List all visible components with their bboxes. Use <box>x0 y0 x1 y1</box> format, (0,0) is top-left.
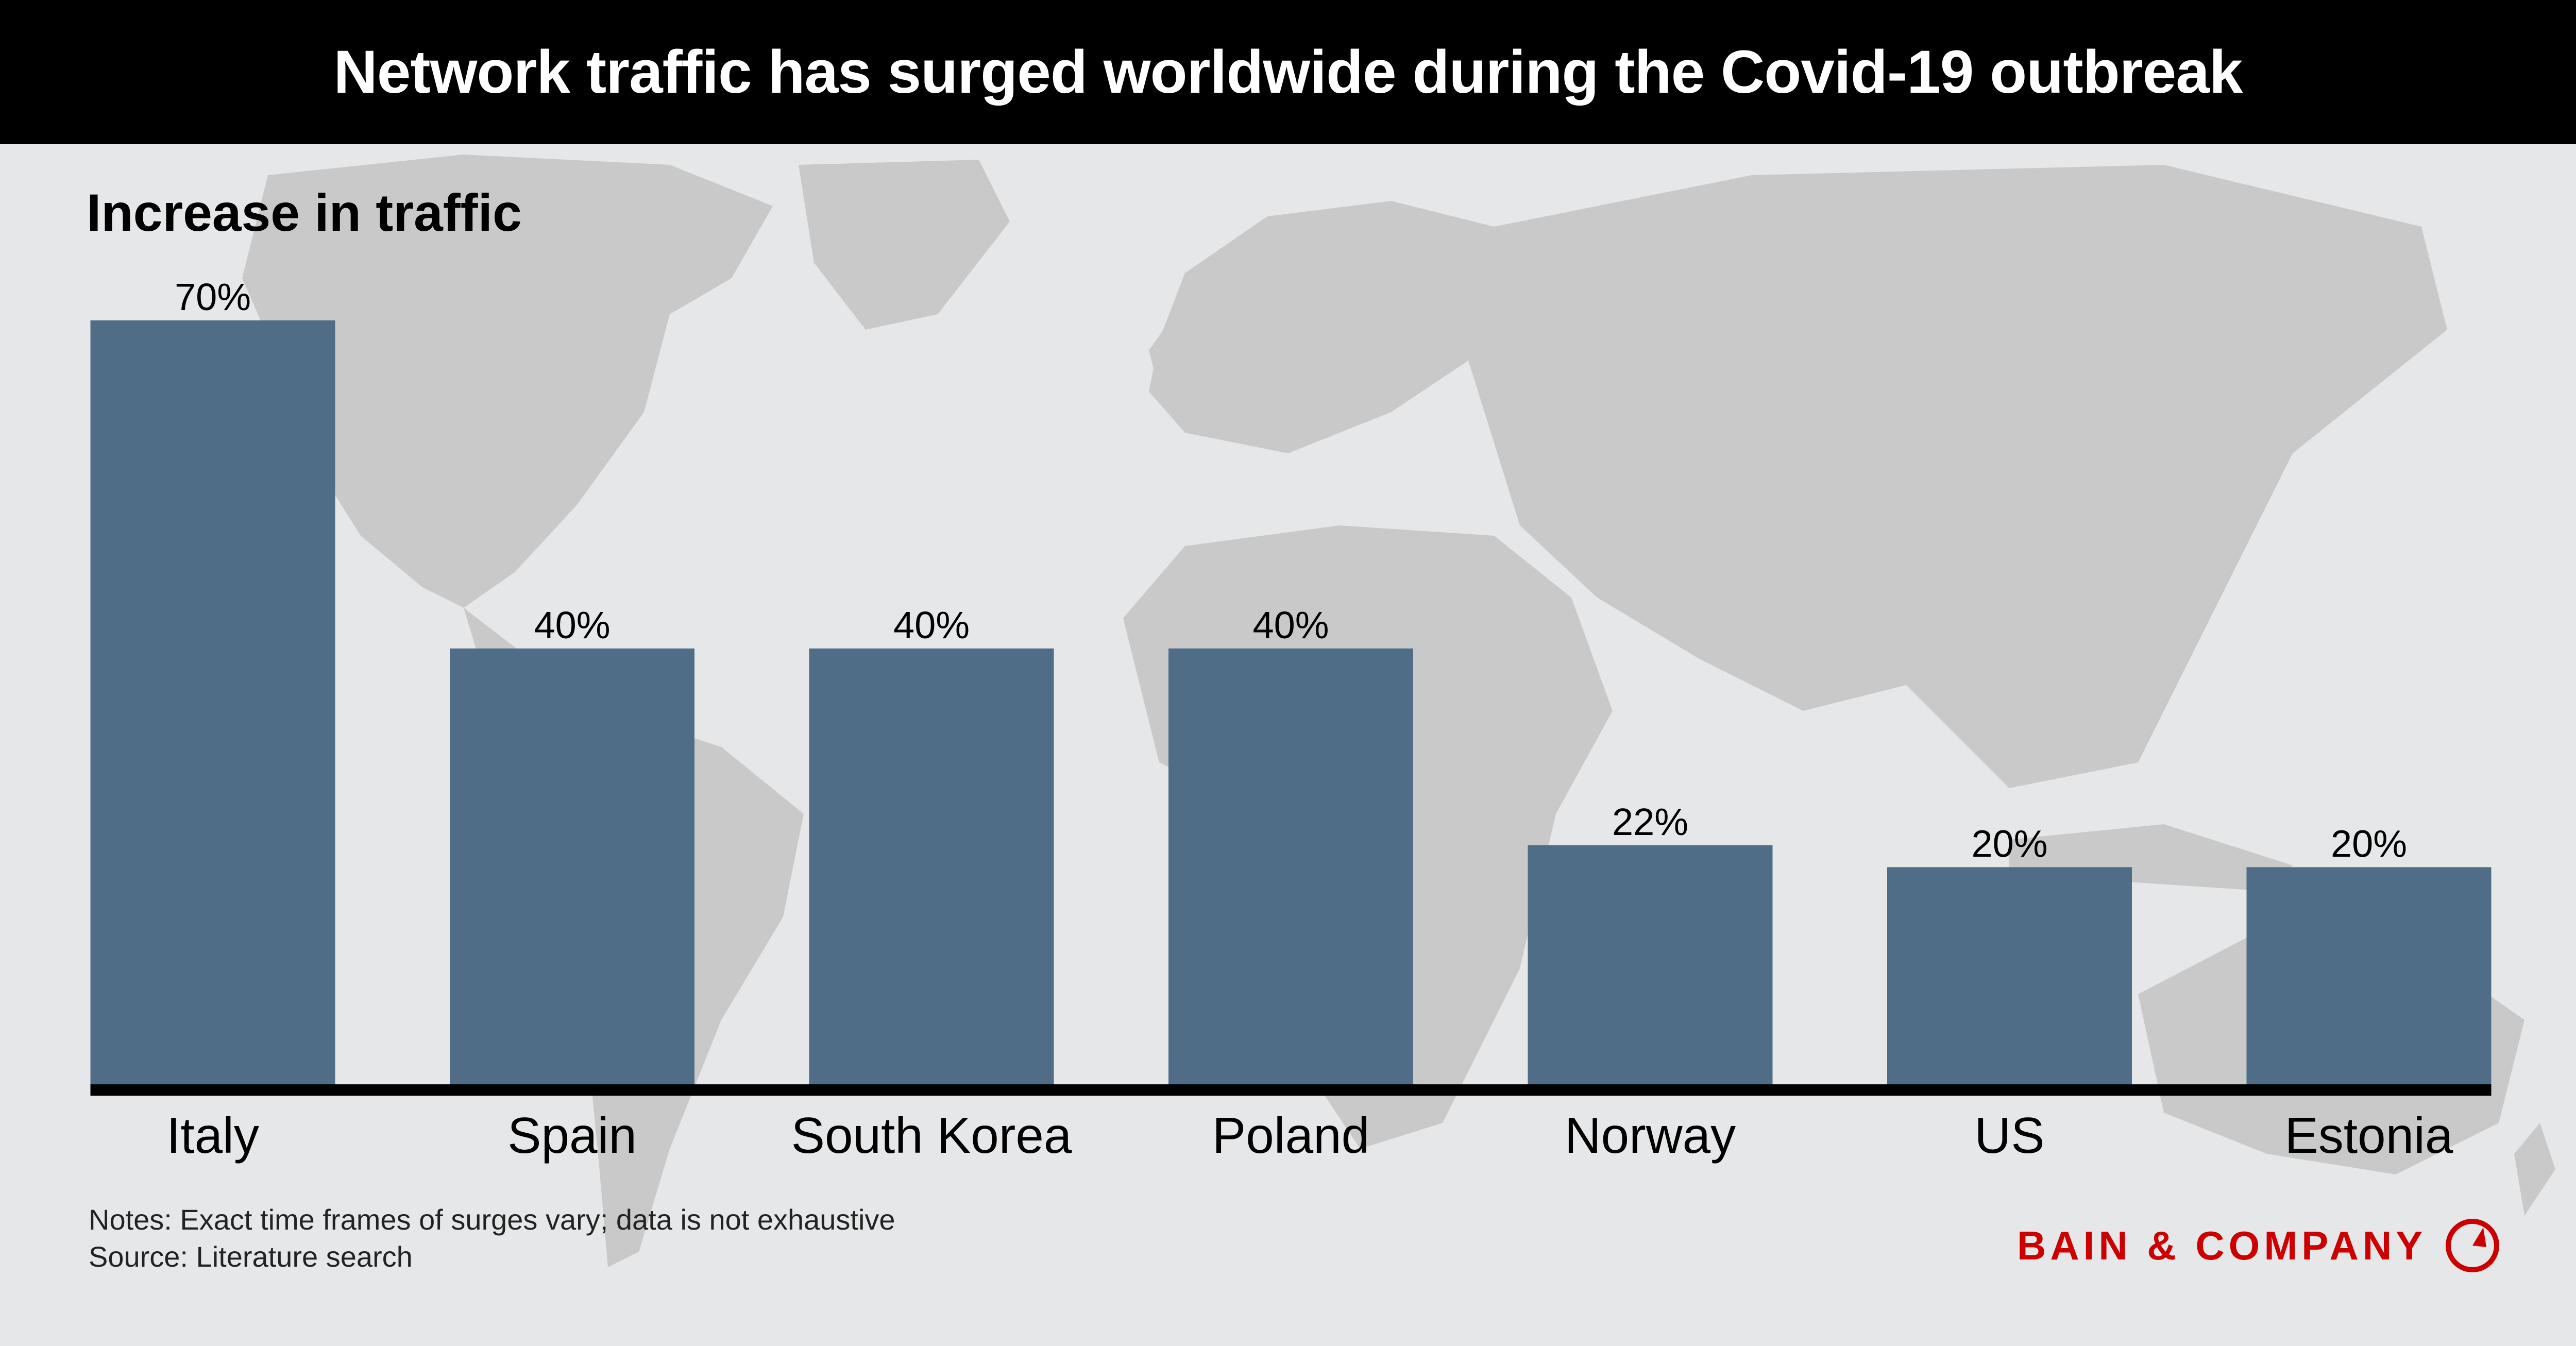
category-label: Spain <box>507 1107 637 1164</box>
category-label: Poland <box>1212 1107 1369 1164</box>
chart-title: Network traffic has surged worldwide dur… <box>333 38 2243 106</box>
value-label: 70% <box>175 276 251 318</box>
bar-south-korea <box>809 648 1054 1086</box>
world-map-background <box>242 155 2555 1267</box>
bar-poland <box>1168 648 1413 1086</box>
source-text: Source: Literature search <box>89 1240 413 1273</box>
category-label: Norway <box>1565 1107 1736 1164</box>
bar-norway <box>1528 845 1773 1086</box>
bar-us <box>1887 867 2132 1086</box>
chart-subtitle: Increase in traffic <box>87 183 522 242</box>
bar-italy <box>90 320 335 1086</box>
compass-logo-icon <box>2446 1219 2500 1272</box>
value-label: 40% <box>534 604 610 646</box>
value-label: 40% <box>1252 604 1329 646</box>
category-label: South Korea <box>791 1107 1072 1164</box>
logo-text: BAIN & COMPANY <box>2017 1222 2427 1268</box>
footnotes: Notes: Exact time frames of surges vary;… <box>89 1201 895 1275</box>
bar-estonia <box>2246 867 2492 1086</box>
bain-logo: BAIN & COMPANY <box>2017 1215 2501 1276</box>
value-label: 22% <box>1612 800 1688 843</box>
bar-spain <box>450 648 694 1086</box>
category-label: US <box>1974 1107 2044 1164</box>
value-label: 20% <box>2331 822 2407 865</box>
category-labels-group: Italy Spain South Korea Poland Norway US Eston… <box>166 1107 2453 1164</box>
value-label: 20% <box>1971 822 2047 865</box>
notes-text: Notes: Exact time frames of surges vary;… <box>89 1203 895 1236</box>
category-label: Estonia <box>2285 1107 2453 1164</box>
category-label: Italy <box>166 1107 259 1164</box>
value-labels-group: 70% 40% 40% 40% 22% 20% 20% <box>175 276 2407 865</box>
value-label: 40% <box>893 604 970 646</box>
title-bar: Network traffic has surged worldwide dur… <box>0 0 2576 144</box>
bars-group <box>90 320 2492 1086</box>
